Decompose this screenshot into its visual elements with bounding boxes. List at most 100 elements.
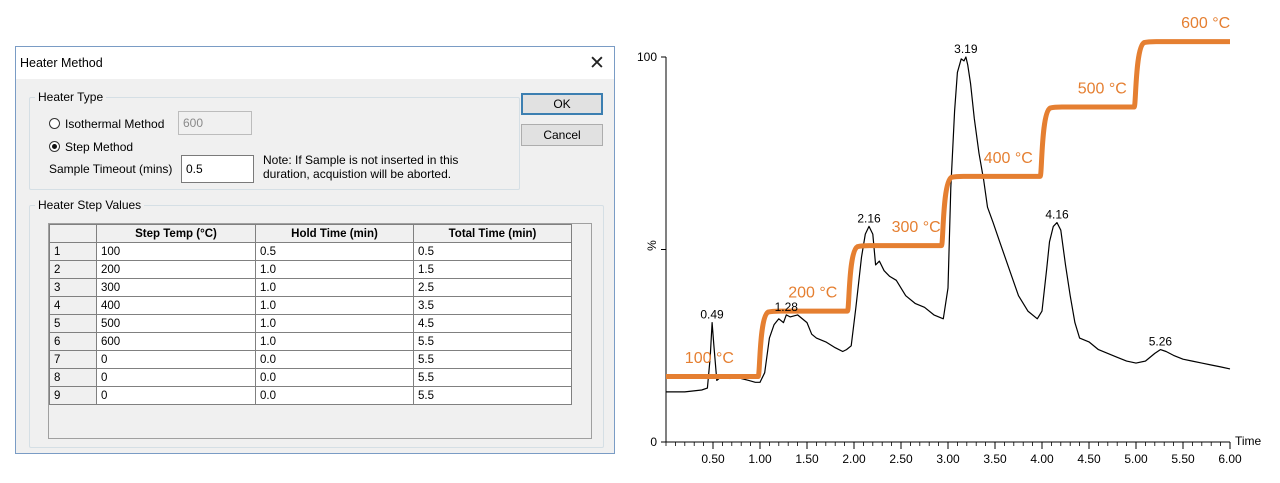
step-temp-cell[interactable]: 200	[96, 260, 256, 279]
hold-time-cell[interactable]: 1.0	[255, 260, 414, 279]
table-row[interactable]: 3 300 1.0 2.5	[49, 278, 572, 297]
peak-label: 3.19	[954, 42, 978, 56]
total-time-cell[interactable]: 5.5	[413, 332, 572, 351]
step-temp-cell[interactable]: 0	[96, 368, 256, 387]
pyrolysis-chart: 0.50 1.00 1.50 2.00 2.50 3.00 3.50 4.00 4.50 5.00…	[637, 15, 1262, 466]
total-time-cell[interactable]: 5.5	[413, 386, 572, 405]
temperature-step-label: 300 °C	[892, 219, 941, 236]
temperature-step-label: 400 °C	[984, 150, 1033, 167]
y-tick-label: 100	[637, 50, 657, 64]
row-header[interactable]: 1	[49, 242, 97, 261]
column-header-step-temp[interactable]: Step Temp (°C)	[96, 224, 256, 243]
row-header[interactable]: 2	[49, 260, 97, 279]
row-header[interactable]: 5	[49, 314, 97, 333]
temperature-step-label: 200 °C	[788, 285, 837, 302]
temperature-step-label: 100 °C	[685, 350, 734, 367]
x-tick-label: 3.00	[936, 452, 960, 466]
heater-step-grid: Step Temp (°C) Hold Time (min) Total Tim…	[48, 223, 592, 439]
table-row[interactable]: 5 500 1.0 4.5	[49, 314, 572, 333]
x-tick-label: 4.50	[1077, 452, 1101, 466]
table-row[interactable]: 9 0 0.0 5.5	[49, 386, 572, 405]
table-row[interactable]: 7 0 0.0 5.5	[49, 350, 572, 369]
step-temp-cell[interactable]: 0	[96, 350, 256, 369]
x-axis-label: Time	[1235, 434, 1262, 448]
cancel-button[interactable]: Cancel	[521, 124, 603, 146]
x-tick-label: 4.00	[1030, 452, 1054, 466]
total-time-cell[interactable]: 3.5	[413, 296, 572, 315]
isothermal-radio[interactable]	[49, 118, 60, 129]
step-temp-cell[interactable]: 600	[96, 332, 256, 351]
heater-method-dialog: Heater Method ✕ Heater Type Isothermal M…	[15, 46, 615, 454]
table-row[interactable]: 1 100 0.5 0.5	[49, 242, 572, 261]
dialog-titlebar[interactable]: Heater Method ✕	[16, 47, 614, 79]
row-header[interactable]: 9	[49, 386, 97, 405]
x-tick-label: 5.00	[1124, 452, 1148, 466]
heater-type-label: Heater Type	[35, 90, 107, 104]
peak-label: 1.28	[775, 300, 799, 314]
row-header-corner	[49, 224, 97, 243]
row-header[interactable]: 7	[49, 350, 97, 369]
total-time-cell[interactable]: 5.5	[413, 350, 572, 369]
heater-step-values-label: Heater Step Values	[35, 198, 145, 212]
row-header[interactable]: 3	[49, 278, 97, 297]
table-row[interactable]: 2 200 1.0 1.5	[49, 260, 572, 279]
row-header[interactable]: 8	[49, 368, 97, 387]
ok-button[interactable]: OK	[521, 93, 603, 115]
x-tick-label: 1.50	[795, 452, 819, 466]
signal-trace	[666, 56, 1231, 393]
x-tick-label: 3.50	[983, 452, 1007, 466]
step-method-label: Step Method	[65, 140, 134, 154]
isothermal-label: Isothermal Method	[65, 117, 165, 131]
step-method-radio[interactable]	[49, 141, 60, 152]
table-row[interactable]: 4 400 1.0 3.5	[49, 296, 572, 315]
column-header-total-time[interactable]: Total Time (min)	[413, 224, 572, 243]
step-temp-cell[interactable]: 0	[96, 386, 256, 405]
y-tick-label: 0	[650, 435, 657, 449]
total-time-cell[interactable]: 4.5	[413, 314, 572, 333]
x-tick-label: 2.50	[889, 452, 913, 466]
hold-time-cell[interactable]: 1.0	[255, 314, 414, 333]
row-header[interactable]: 6	[49, 332, 97, 351]
dialog-title: Heater Method	[20, 56, 103, 70]
peak-label: 0.49	[700, 308, 724, 322]
hold-time-cell[interactable]: 1.0	[255, 278, 414, 297]
step-temp-cell[interactable]: 400	[96, 296, 256, 315]
hold-time-cell[interactable]: 1.0	[255, 332, 414, 351]
total-time-cell[interactable]: 0.5	[413, 242, 572, 261]
isothermal-temp-field: 600	[178, 111, 252, 135]
sample-timeout-input[interactable]: 0.5	[181, 155, 254, 183]
sample-timeout-label: Sample Timeout (mins)	[49, 162, 173, 176]
total-time-cell[interactable]: 2.5	[413, 278, 572, 297]
timeout-note: Note: If Sample is not inserted in this …	[263, 153, 459, 181]
column-header-hold-time[interactable]: Hold Time (min)	[255, 224, 414, 243]
hold-time-cell[interactable]: 0.0	[255, 368, 414, 387]
temperature-step-label: 600 °C	[1181, 15, 1230, 32]
y-axis-label: %	[645, 240, 659, 251]
hold-time-cell[interactable]: 1.0	[255, 296, 414, 315]
close-icon[interactable]: ✕	[589, 52, 605, 74]
x-tick-label: 6.00	[1218, 452, 1242, 466]
x-tick-label: 2.00	[842, 452, 866, 466]
step-temp-cell[interactable]: 100	[96, 242, 256, 261]
temperature-step-label: 500 °C	[1078, 81, 1127, 98]
peak-label: 4.16	[1045, 208, 1069, 222]
row-header[interactable]: 4	[49, 296, 97, 315]
step-temp-cell[interactable]: 300	[96, 278, 256, 297]
hold-time-cell[interactable]: 0.5	[255, 242, 414, 261]
temperature-step-curve	[666, 39, 1230, 380]
table-row[interactable]: 8 0 0.0 5.5	[49, 368, 572, 387]
hold-time-cell[interactable]: 0.0	[255, 350, 414, 369]
total-time-cell[interactable]: 1.5	[413, 260, 572, 279]
total-time-cell[interactable]: 5.5	[413, 368, 572, 387]
peak-label: 2.16	[857, 211, 881, 225]
table-row[interactable]: 6 600 1.0 5.5	[49, 332, 572, 351]
step-table: Step Temp (°C) Hold Time (min) Total Tim…	[49, 224, 572, 405]
heater-type-group: Heater Type	[29, 90, 520, 190]
table-header-row: Step Temp (°C) Hold Time (min) Total Tim…	[49, 224, 572, 243]
heater-step-values-group: Heater Step Values	[29, 198, 604, 448]
x-tick-label: 0.50	[701, 452, 725, 466]
step-temp-cell[interactable]: 500	[96, 314, 256, 333]
peak-label: 5.26	[1149, 335, 1173, 349]
x-tick-label: 1.00	[748, 452, 772, 466]
hold-time-cell[interactable]: 0.0	[255, 386, 414, 405]
